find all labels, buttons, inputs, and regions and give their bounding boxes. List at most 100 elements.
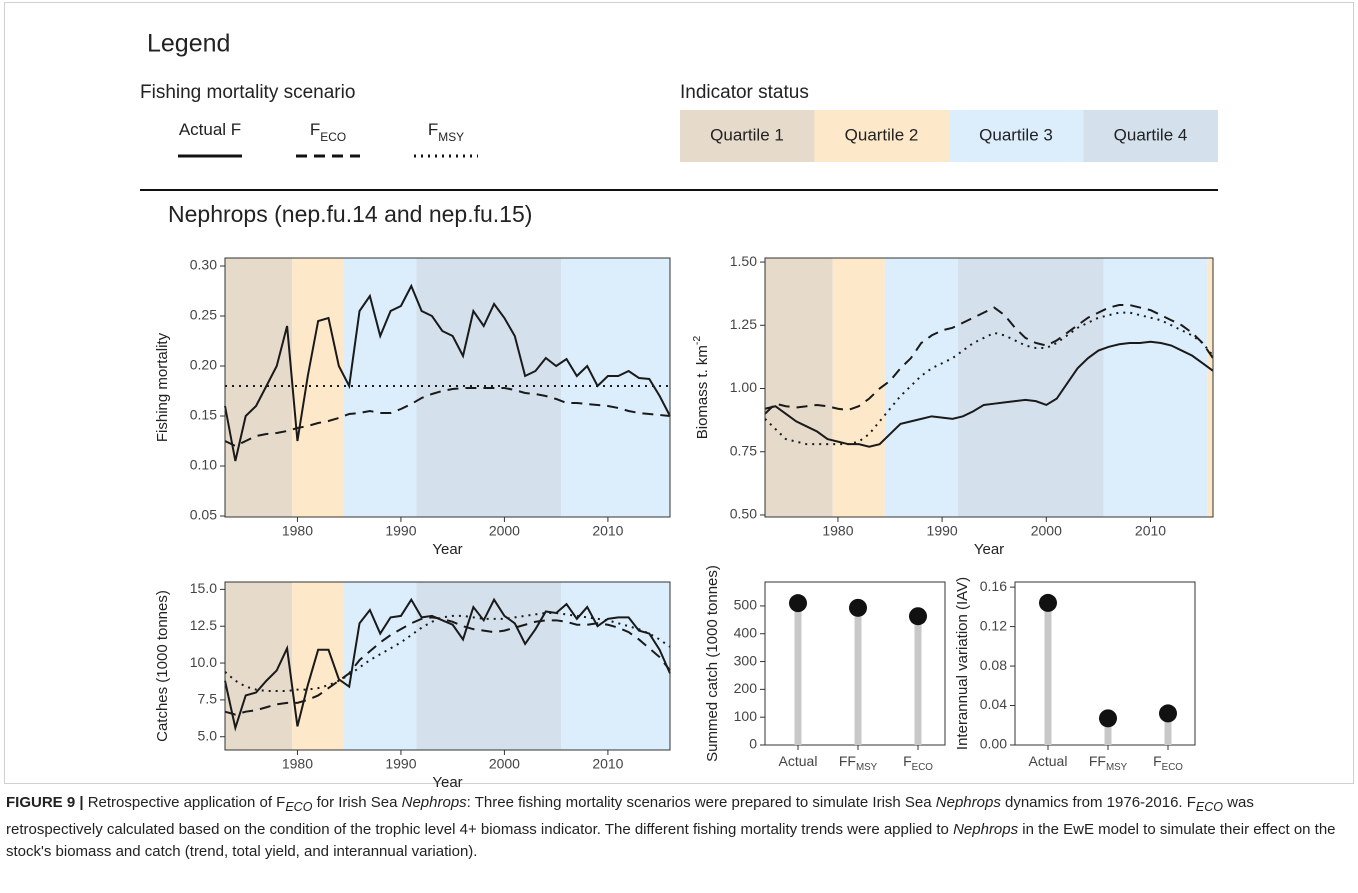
x-tick-label: 2010 bbox=[592, 756, 623, 772]
y-tick-label: 300 bbox=[734, 652, 758, 668]
status-title: Indicator status bbox=[680, 82, 809, 103]
caption-italic: Nephrops bbox=[935, 794, 1001, 811]
legend-label: FMSY bbox=[428, 120, 464, 144]
series-line bbox=[764, 340, 1214, 448]
panel-title: Nephrops (nep.fu.14 and nep.fu.15) bbox=[168, 201, 532, 227]
y-axis-title-part: -2 bbox=[691, 336, 703, 345]
y-axis-title-part: Interannual variation (IAV) bbox=[954, 577, 971, 750]
caption-italic: Nephrops bbox=[953, 820, 1019, 838]
lollipop-dot bbox=[849, 598, 867, 617]
status-band bbox=[561, 582, 670, 750]
caption-sub: ECO bbox=[285, 800, 313, 814]
status-swatch bbox=[1083, 110, 1218, 162]
scenario-title: Fishing mortality scenario bbox=[140, 82, 355, 103]
x-tick-label: 1980 bbox=[282, 756, 313, 772]
y-tick-label: 10.0 bbox=[190, 654, 217, 670]
x-tick-label-part: MSY bbox=[1106, 762, 1128, 773]
y-tick-label: 0.30 bbox=[190, 257, 217, 273]
status-label: Quartile 4 bbox=[1114, 125, 1188, 144]
y-tick-label: 15.0 bbox=[190, 580, 217, 596]
y-tick-label: 0.75 bbox=[730, 442, 757, 458]
x-tick-label: Actual bbox=[1029, 753, 1068, 769]
y-tick-label: 7.5 bbox=[198, 691, 218, 707]
x-tick-label: 2000 bbox=[489, 523, 520, 539]
y-axis-title-part: Summed catch (1000 tonnes) bbox=[704, 565, 721, 762]
y-axis-title-part: Catches (1000 tonnes) bbox=[154, 590, 171, 742]
x-tick-label-part: F bbox=[903, 753, 912, 769]
y-tick-label: 0.15 bbox=[190, 407, 217, 423]
lollipop-dot bbox=[1099, 709, 1117, 728]
series-line bbox=[764, 304, 1214, 415]
status-band bbox=[561, 258, 670, 517]
caption-sub: ECO bbox=[1195, 800, 1224, 814]
x-tick-label: 2010 bbox=[1135, 523, 1166, 539]
y-tick-label: 400 bbox=[734, 624, 758, 640]
figure: Legend Fishing mortality scenario Indica… bbox=[4, 2, 1354, 790]
legend-label: Actual F bbox=[179, 120, 241, 139]
status-band bbox=[884, 258, 958, 517]
lollipop-dot bbox=[909, 607, 927, 626]
legend-label-part: MSY bbox=[438, 130, 464, 144]
y-tick-label: 0.20 bbox=[190, 357, 217, 373]
status-band bbox=[957, 258, 1104, 517]
lollipop-dot bbox=[789, 594, 807, 613]
y-tick-label: 12.5 bbox=[190, 617, 217, 633]
plot-frame bbox=[224, 257, 671, 518]
x-tick-label: 1990 bbox=[385, 756, 416, 772]
y-axis-title-part: Biomass t. km bbox=[694, 345, 711, 439]
caption-italic: Nephrops bbox=[401, 794, 467, 811]
x-tick-label: FECO bbox=[1153, 753, 1183, 773]
x-tick-label-part: Actual bbox=[1029, 753, 1068, 769]
series-line bbox=[764, 311, 1214, 446]
status-swatch bbox=[814, 110, 949, 162]
y-tick-label: 0.08 bbox=[980, 657, 1007, 673]
lollipop-dot bbox=[1039, 593, 1057, 612]
y-tick-label: 0.10 bbox=[190, 457, 217, 473]
legend-title: Legend bbox=[147, 30, 230, 58]
x-tick-label-part: MSY bbox=[856, 762, 878, 773]
plot-frame bbox=[764, 257, 1214, 518]
y-axis-title: Interannual variation (IAV) bbox=[954, 577, 971, 750]
x-tick-label-part: Actual bbox=[779, 753, 818, 769]
y-tick-label: 0.25 bbox=[190, 307, 217, 323]
x-tick-label-part: FF bbox=[1089, 753, 1106, 769]
series-line bbox=[224, 387, 671, 448]
legend-label-part: F bbox=[428, 120, 438, 139]
y-tick-label: 0 bbox=[749, 736, 757, 752]
y-tick-label: 200 bbox=[734, 680, 758, 696]
y-tick-label: 1.25 bbox=[730, 316, 757, 332]
lollipop-dot bbox=[1159, 704, 1177, 723]
caption-text: dynamics from 1976-2016. F bbox=[1000, 794, 1196, 811]
y-tick-label: 0.12 bbox=[980, 617, 1007, 633]
y-tick-label: 0.05 bbox=[190, 507, 217, 523]
y-tick-label: 1.50 bbox=[730, 253, 757, 269]
y-axis-title: Summed catch (1000 tonnes) bbox=[704, 565, 721, 762]
x-tick-label: FECO bbox=[903, 753, 933, 773]
figure-border bbox=[4, 2, 1354, 784]
y-axis-title: Biomass t. km-2 bbox=[691, 336, 711, 440]
x-tick-label: 2000 bbox=[489, 756, 520, 772]
x-axis-title: Year bbox=[432, 774, 462, 790]
x-tick-label-part: ECO bbox=[1162, 762, 1184, 773]
y-tick-label: 0.04 bbox=[980, 696, 1007, 712]
legend-label-part: F bbox=[310, 120, 320, 139]
caption-text: Retrospective application of F bbox=[83, 794, 286, 811]
x-tick-label: 1980 bbox=[282, 523, 313, 539]
status-band bbox=[832, 258, 885, 517]
series-line bbox=[224, 283, 671, 462]
caption-text: was retrospectively calculated based on … bbox=[6, 794, 1254, 838]
x-tick-label: FFMSY bbox=[839, 753, 878, 773]
y-axis-title: Catches (1000 tonnes) bbox=[154, 590, 171, 742]
status-band bbox=[1207, 258, 1213, 517]
x-tick-label-part: ECO bbox=[912, 762, 934, 773]
x-tick-label: Actual bbox=[779, 753, 818, 769]
caption-text: for Irish Sea bbox=[312, 794, 402, 811]
x-tick-label: 2010 bbox=[592, 523, 623, 539]
x-tick-label-part: F bbox=[1153, 753, 1162, 769]
legend-label: FECO bbox=[310, 120, 346, 144]
x-tick-label: FFMSY bbox=[1089, 753, 1128, 773]
status-band bbox=[225, 258, 293, 517]
legend-label-part: ECO bbox=[320, 130, 346, 144]
status-band bbox=[416, 582, 562, 750]
